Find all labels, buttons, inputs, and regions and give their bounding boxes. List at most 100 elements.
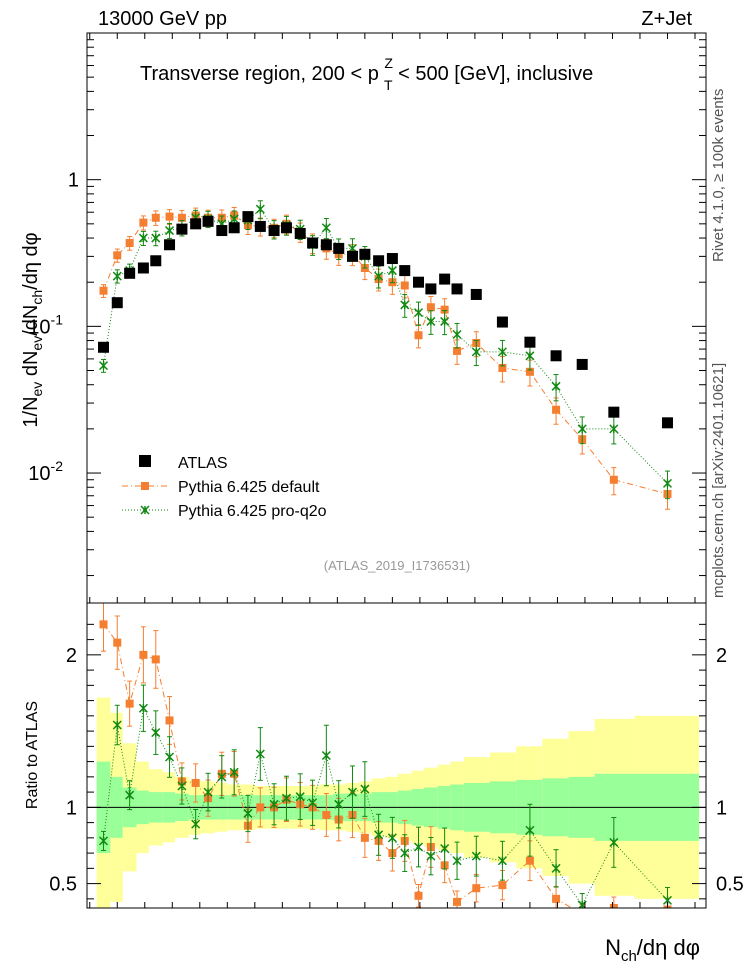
legend-proq2o-label: Pythia 6.425 pro-q2o: [178, 503, 327, 520]
atlas-point: [111, 297, 123, 309]
atlas-point: [496, 316, 508, 328]
legend: ATLAS Pythia 6.425 default Pythia 6.425 …: [122, 455, 327, 520]
default-point: [426, 303, 435, 312]
mcplots-label: mcplots.cern.ch [arXiv:2401.10621]: [710, 363, 727, 598]
ratio-proq2o-point: [138, 703, 148, 713]
proq2o-point: [112, 271, 122, 281]
default-point: [498, 364, 507, 373]
ratio-y-tick-label-right: 1: [716, 797, 727, 819]
axis-ticks: 10-210-110.5 0.51 12 2: [28, 33, 744, 908]
atlas-point: [470, 288, 482, 300]
ratio-proq2o-point: [191, 819, 201, 829]
atlas-point: [280, 222, 292, 234]
atlas-point: [216, 225, 228, 237]
proq2o-point: [452, 329, 462, 340]
atlas-point: [550, 350, 562, 362]
atlas-point: [98, 341, 110, 353]
atlas-point: [320, 239, 332, 251]
ratio-proq2o-point: [295, 792, 305, 802]
ratio-default-point: [578, 910, 586, 918]
x-axis-label: Nch/dη dφ: [605, 935, 700, 965]
default-point: [177, 213, 186, 222]
energy-label: 13000 GeV pp: [98, 8, 227, 30]
ratio-proq2o-point: [413, 842, 424, 852]
ratio-plot-frame: [86, 602, 707, 909]
ratio-default-point: [139, 650, 148, 659]
ratio-proq2o-point: [426, 851, 436, 861]
ratio-proq2o-point: [347, 787, 358, 797]
legend-atlas-marker: [139, 455, 151, 467]
atlas-point: [124, 267, 136, 279]
ratio-default-point: [360, 833, 369, 842]
ratio-default-point: [472, 884, 481, 893]
default-point: [99, 286, 108, 295]
ratio-proq2o-point: [165, 752, 175, 762]
y-tick-label: 10-2: [28, 458, 63, 485]
atlas-point: [202, 215, 214, 227]
ratio-default-point: [165, 716, 174, 725]
atlas-point: [150, 255, 162, 267]
legend-atlas-label: ATLAS: [178, 455, 228, 472]
ratio-default-point: [525, 856, 534, 865]
atlas-point: [137, 262, 149, 274]
atlas-point: [346, 250, 358, 262]
ratio-proq2o-point: [321, 750, 331, 761]
ratio-default-point: [125, 699, 134, 708]
proq2o-point: [321, 223, 331, 233]
ratio-default-point: [322, 810, 331, 819]
atlas-point: [661, 417, 673, 429]
proq2o-point: [413, 308, 424, 318]
legend-default-marker: [141, 482, 149, 490]
default-point: [609, 475, 618, 484]
ratio-default-point: [151, 655, 160, 664]
proq2o-point: [229, 214, 239, 224]
default-point: [400, 281, 409, 290]
ratio-proq2o-point: [360, 784, 370, 794]
proq2o-point: [471, 347, 481, 357]
ratio-proq2o-point: [281, 793, 291, 803]
ratio-proq2o-point: [497, 856, 507, 866]
default-point: [165, 212, 174, 221]
ratio-proq2o-point: [243, 808, 253, 818]
atlas-point: [425, 283, 437, 295]
ratio-proq2o-point: [551, 863, 561, 873]
default-point: [125, 239, 134, 248]
ratio-plot-marks: [98, 603, 673, 918]
atlas-point: [524, 336, 536, 348]
default-point: [440, 305, 449, 314]
ratio-proq2o-point: [308, 798, 318, 808]
atlas-point: [268, 225, 280, 237]
ratio-default-point: [99, 620, 108, 629]
proq2o-point: [426, 316, 436, 326]
default-point: [151, 213, 160, 222]
default-point: [453, 346, 462, 355]
ratio-y-tick-label: 1: [66, 797, 77, 819]
y-tick-label: 1: [68, 170, 79, 192]
ratio-proq2o-point: [125, 790, 135, 800]
process-label: Z+Jet: [641, 8, 692, 30]
ratio-proq2o-point: [334, 799, 344, 809]
ratio-y-tick-label-right: 2: [716, 645, 727, 667]
proq2o-point: [98, 361, 109, 371]
proq2o-point: [577, 424, 587, 434]
rivet-label: Rivet 4.1.0, ≥ 100k events: [710, 89, 727, 262]
ratio-proq2o-point: [471, 851, 481, 861]
proq2o-point: [525, 351, 535, 361]
ratio-y-tick-label-right: 0.5: [716, 874, 744, 896]
atlas-point: [386, 253, 398, 265]
proq2o-point: [374, 271, 384, 281]
ratio-proq2o-point: [151, 728, 161, 738]
proq2o-point: [138, 233, 148, 243]
proq2o-point: [255, 204, 265, 214]
atlas-point: [373, 255, 385, 267]
proq2o-point: [440, 316, 450, 326]
default-point: [139, 218, 148, 227]
atlas-point: [190, 218, 202, 230]
proq2o-point: [165, 226, 175, 236]
ratio-default-point: [256, 803, 265, 812]
default-point: [113, 251, 122, 260]
ratio-y-tick-label: 2: [66, 645, 77, 667]
proq2o-point: [609, 424, 619, 434]
